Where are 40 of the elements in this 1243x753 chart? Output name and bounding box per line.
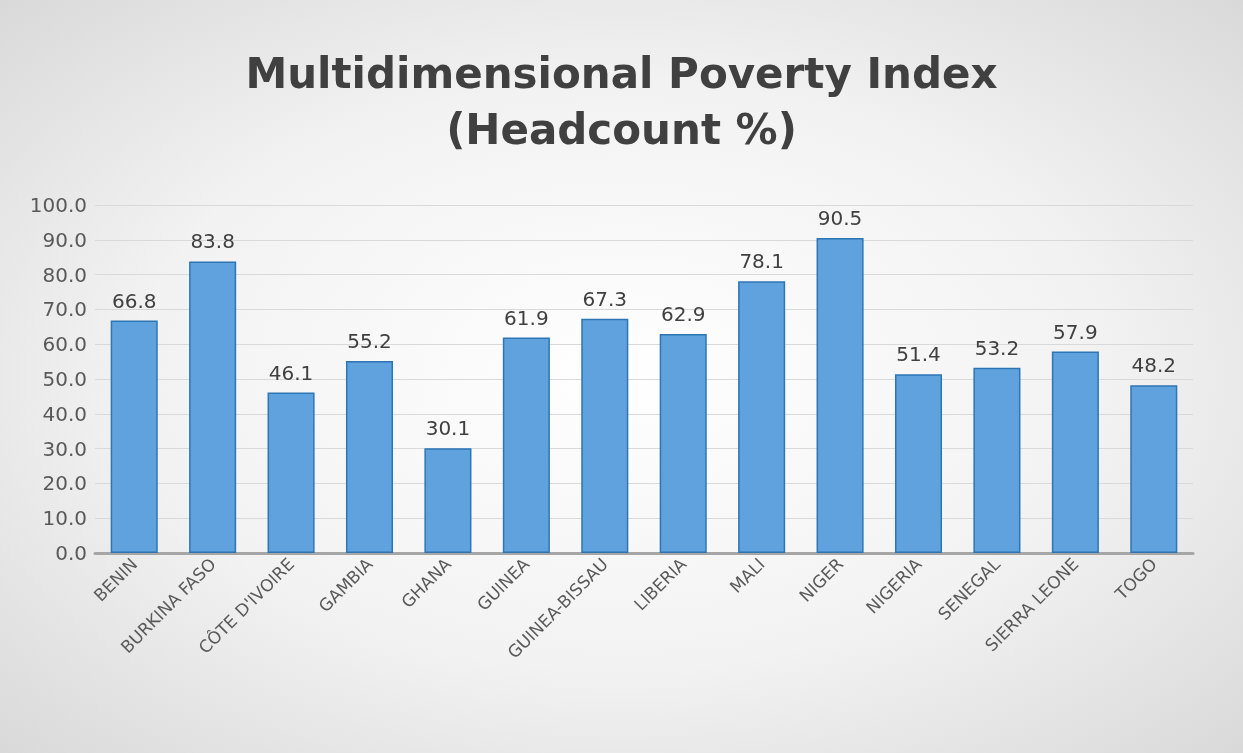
- bar: [1051, 351, 1099, 553]
- data-label: 78.1: [739, 249, 784, 274]
- bar: [816, 238, 864, 553]
- data-label: 51.4: [896, 342, 941, 367]
- bar: [581, 318, 629, 553]
- y-tick-label: 60.0: [42, 332, 87, 357]
- data-label: 30.1: [425, 416, 471, 441]
- bar: [189, 261, 237, 553]
- y-tick-label: 90.0: [42, 227, 87, 252]
- data-label: 62.9: [660, 302, 706, 327]
- data-label: 57.9: [1053, 319, 1098, 344]
- bar: [110, 320, 158, 553]
- y-tick-label: 20.0: [42, 471, 87, 496]
- y-tick-label: 50.0: [42, 367, 87, 391]
- bar: [894, 374, 943, 553]
- y-tick-label: 0.0: [55, 541, 87, 565]
- data-label: 53.2: [974, 335, 1020, 360]
- y-tick-label: 100.0: [29, 193, 87, 217]
- bar: [424, 448, 472, 553]
- y-tick-label: 80.0: [42, 262, 87, 287]
- y-tick-label: 40.0: [42, 401, 87, 426]
- bar: [738, 281, 786, 553]
- bar: [973, 367, 1021, 553]
- y-tick-label: 70.0: [42, 297, 87, 322]
- data-label: 48.2: [1131, 353, 1177, 378]
- data-label: 83.8: [190, 229, 235, 254]
- data-label: 90.5: [817, 206, 863, 231]
- data-label: 46.1: [268, 360, 314, 385]
- bar: [502, 337, 550, 553]
- y-tick-label: 30.0: [42, 436, 87, 461]
- y-tick-label: 10.0: [42, 506, 87, 531]
- bar: [267, 392, 315, 553]
- data-label: 61.9: [504, 305, 549, 330]
- data-label: 55.2: [347, 328, 392, 353]
- bar: [345, 360, 394, 553]
- bar: [659, 334, 707, 553]
- data-label: 66.8: [111, 288, 157, 313]
- data-label: 67.3: [582, 286, 628, 311]
- bar: [1130, 385, 1178, 553]
- chart-title: Multidimensional Poverty Index (Headcount %): [245, 48, 998, 154]
